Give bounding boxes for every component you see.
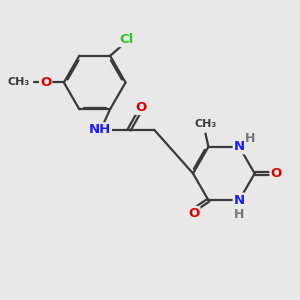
Text: O: O xyxy=(271,167,282,180)
Text: H: H xyxy=(245,132,256,145)
Text: O: O xyxy=(135,101,146,114)
Text: O: O xyxy=(188,207,200,220)
Text: NH: NH xyxy=(89,123,111,136)
Text: N: N xyxy=(234,194,245,207)
Text: H: H xyxy=(234,208,244,221)
Text: CH₃: CH₃ xyxy=(8,77,30,88)
Text: N: N xyxy=(234,140,245,153)
Text: CH₃: CH₃ xyxy=(194,119,217,129)
Text: Cl: Cl xyxy=(119,33,134,46)
Text: O: O xyxy=(40,76,51,89)
